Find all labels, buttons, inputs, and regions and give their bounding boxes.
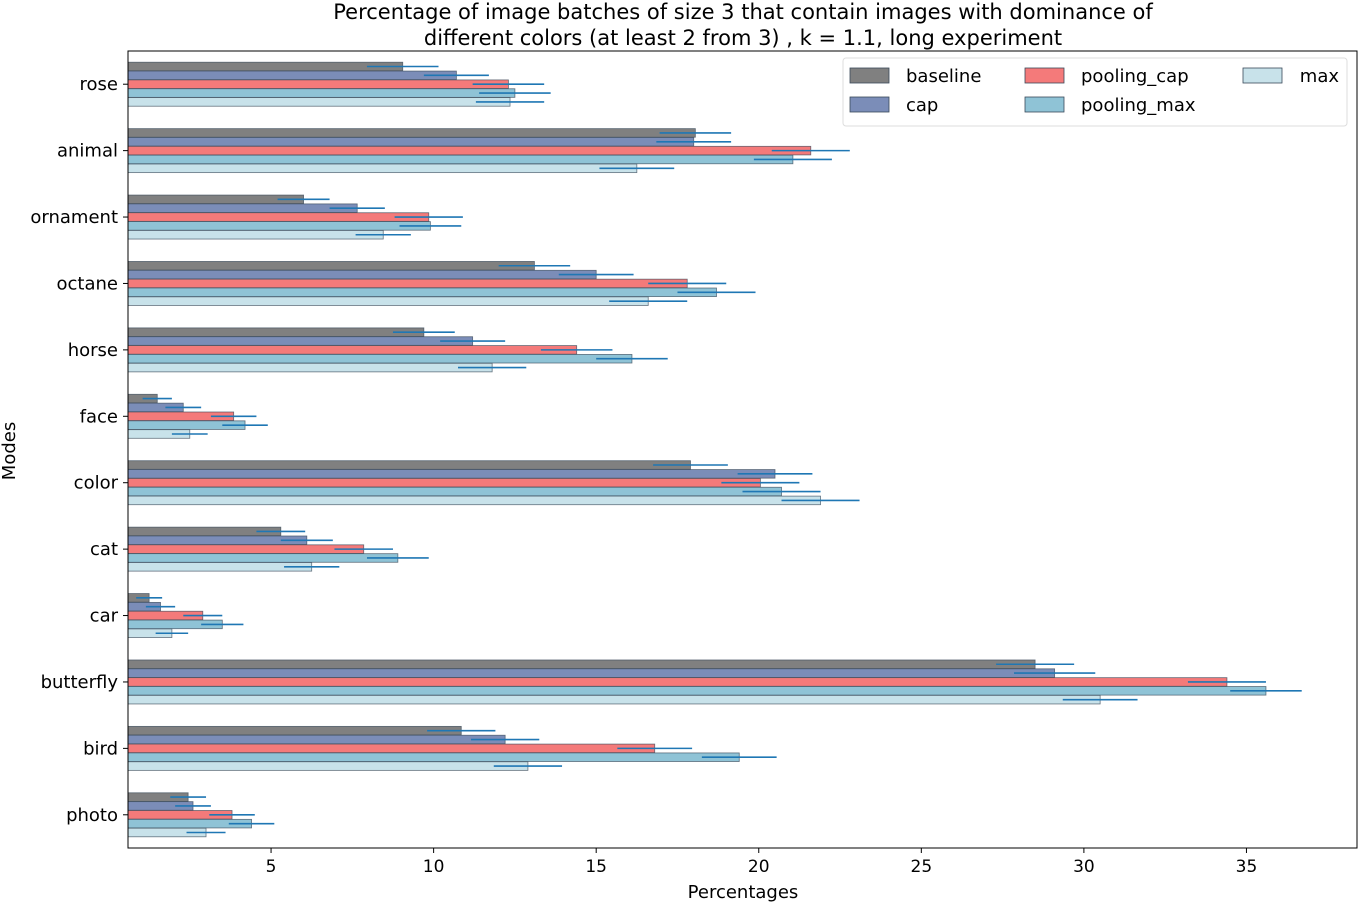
bar-octane-pooling_max: [127, 287, 717, 298]
bar-cat-pooling_cap: [127, 544, 365, 554]
bar-cat-pooling_max: [127, 553, 399, 563]
legend-label-cap: cap: [906, 95, 938, 116]
bar-bird-baseline: [127, 725, 462, 736]
bar-animal-cap: [127, 137, 695, 147]
legend-swatch-pooling_cap: [1024, 67, 1065, 84]
legend-label-pooling_max: pooling_max: [1081, 95, 1196, 116]
legend: baseline cap pooling_cap pooling_max max: [842, 57, 1348, 127]
legend-label-baseline: baseline: [906, 66, 981, 87]
bar-butterfly-pooling_max: [127, 686, 1267, 696]
bar-rose-pooling_cap: [127, 79, 509, 89]
error-bars-group: [136, 65, 1302, 834]
x-tick-label-5: 5: [266, 857, 277, 877]
bar-rose-baseline: [127, 61, 404, 72]
bar-color-max: [127, 495, 821, 506]
y-axis-label: Modes: [0, 422, 20, 480]
bar-ornament-pooling_cap: [127, 212, 430, 222]
legend-swatch-cap: [849, 96, 890, 113]
y-tick-label-photo: photo: [66, 805, 118, 826]
x-tick-label-25: 25: [911, 857, 933, 877]
x-axis-label: Percentages: [688, 882, 799, 903]
legend-label-max: max: [1300, 66, 1340, 87]
x-tick-label-15: 15: [585, 857, 607, 877]
bar-rose-max: [127, 97, 511, 107]
y-tick-label-animal: animal: [57, 141, 118, 162]
bar-horse-baseline: [127, 327, 425, 337]
bar-bird-pooling_cap: [127, 743, 656, 754]
bar-series-group: [127, 61, 1267, 838]
bar-bird-pooling_max: [127, 752, 740, 762]
y-tick-label-butterfly: butterfly: [41, 672, 119, 693]
y-tick-label-horse: horse: [68, 340, 118, 361]
y-tick-label-color: color: [74, 473, 119, 494]
x-tick-label-20: 20: [748, 857, 770, 877]
bar-color-pooling_cap: [127, 478, 761, 488]
bar-octane-max: [127, 296, 649, 306]
y-tick-label-bird: bird: [83, 738, 118, 759]
bar-octane-pooling_cap: [127, 278, 688, 289]
bar-rose-pooling_max: [127, 88, 516, 98]
y-tick-label-rose: rose: [80, 74, 118, 95]
y-tick-label-car: car: [90, 606, 119, 627]
bar-horse-pooling_cap: [127, 345, 578, 355]
legend-swatch-pooling_max: [1024, 96, 1065, 113]
y-tick-label-face: face: [80, 406, 118, 427]
bar-rose-cap: [127, 70, 457, 81]
bar-animal-baseline: [127, 128, 696, 138]
plot-area: [128, 51, 1357, 848]
chart-title-line-2: different colors (at least 2 from 3) , k…: [424, 26, 1062, 50]
bar-horse-cap: [127, 336, 474, 346]
legend-frame: [842, 57, 1348, 127]
legend-label-pooling_cap: pooling_cap: [1081, 66, 1189, 87]
bar-horse-max: [127, 362, 493, 373]
x-tick-label-10: 10: [423, 857, 445, 877]
bar-bird-cap: [127, 734, 506, 745]
bar-color-cap: [127, 469, 776, 479]
y-tick-label-cat: cat: [90, 539, 118, 560]
chart-title-line-1: Percentage of image batches of size 3 th…: [333, 0, 1153, 24]
bar-color-pooling_max: [127, 486, 782, 497]
bar-animal-max: [127, 163, 638, 174]
y-axis-categories: rose animal ornament octane horse face color ca…: [30, 74, 128, 826]
bar-animal-pooling_cap: [127, 145, 812, 156]
bar-color-baseline: [127, 460, 691, 470]
legend-swatch-max: [1242, 67, 1283, 84]
bar-butterfly-max: [127, 694, 1101, 705]
x-tick-label-30: 30: [1073, 857, 1095, 877]
bar-animal-pooling_max: [127, 154, 794, 165]
bar-ornament-baseline: [127, 194, 304, 205]
bar-ornament-max: [127, 230, 384, 240]
bar-octane-baseline: [127, 261, 535, 271]
bar-butterfly-cap: [127, 668, 1056, 678]
x-tick-label-35: 35: [1236, 857, 1258, 877]
bar-cat-cap: [127, 535, 308, 545]
bar-ornament-cap: [127, 203, 358, 213]
plot-frame: [127, 50, 1358, 849]
bar-butterfly-pooling_cap: [127, 677, 1228, 687]
x-axis-ticks: 5 10 15 20 25 30 35: [266, 848, 1258, 877]
y-tick-label-ornament: ornament: [30, 207, 118, 228]
bar-ornament-pooling_max: [127, 221, 431, 231]
y-tick-label-octane: octane: [57, 273, 118, 294]
bar-horse-pooling_max: [127, 354, 633, 364]
legend-swatch-baseline: [849, 67, 890, 84]
bar-octane-cap: [127, 269, 597, 280]
bar-butterfly-baseline: [127, 659, 1036, 669]
bar-bird-max: [127, 761, 529, 771]
